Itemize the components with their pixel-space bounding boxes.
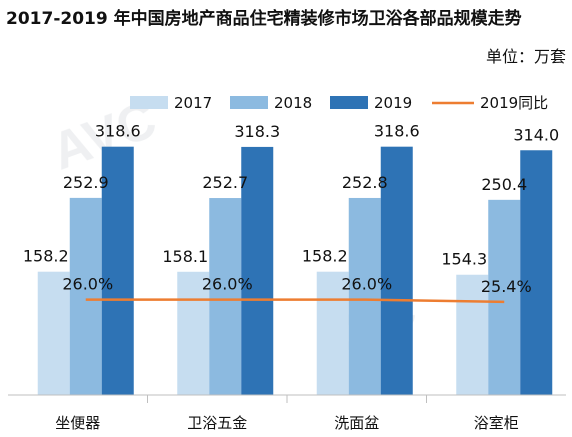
data-label-2018-2: 252.8 bbox=[342, 173, 388, 192]
unit-label: 单位：万套 bbox=[486, 47, 566, 66]
x-tick-label-1: 卫浴五金 bbox=[187, 414, 247, 432]
bar-2019-0 bbox=[101, 146, 134, 395]
x-tick-label-3: 浴室柜 bbox=[474, 414, 519, 432]
data-label-2019-0: 318.6 bbox=[95, 122, 141, 141]
legend-label-2018: 2018 bbox=[274, 94, 312, 112]
legend-swatch-2019 bbox=[330, 96, 368, 109]
bar-2017-2 bbox=[316, 271, 349, 395]
legend: 2017 2018 2019 2019同比 bbox=[130, 94, 548, 112]
data-label-2017-3: 154.3 bbox=[441, 250, 487, 269]
line-series-yoy bbox=[85, 298, 505, 304]
bar-2018-0 bbox=[69, 197, 102, 395]
bar-2019-3 bbox=[520, 150, 553, 395]
data-label-2017-2: 158.2 bbox=[302, 247, 348, 266]
legend-label-yoy: 2019同比 bbox=[480, 94, 548, 112]
data-label-2018-1: 252.7 bbox=[202, 173, 248, 192]
data-label-2017-0: 158.2 bbox=[23, 247, 69, 266]
legend-swatch-2018 bbox=[230, 96, 268, 109]
x-tick-label-2: 洗面盆 bbox=[334, 414, 379, 432]
line-label-3: 25.4% bbox=[481, 277, 532, 296]
line-label-2: 26.0% bbox=[341, 275, 392, 294]
data-label-2019-1: 318.3 bbox=[234, 122, 280, 141]
data-label-2019-3: 314.0 bbox=[513, 125, 559, 144]
data-label-2018-0: 252.9 bbox=[63, 173, 109, 192]
bar-2017-3 bbox=[456, 274, 489, 395]
data-label-2018-3: 250.4 bbox=[481, 175, 527, 194]
bar-2018-2 bbox=[348, 197, 381, 395]
legend-swatch-2017 bbox=[130, 96, 168, 109]
data-label-2017-1: 158.1 bbox=[162, 247, 208, 266]
legend-label-2019: 2019 bbox=[374, 94, 412, 112]
data-label-2019-2: 318.6 bbox=[374, 122, 420, 141]
bar-2018-1 bbox=[209, 198, 242, 395]
bar-2018-3 bbox=[488, 199, 521, 395]
bar-2019-2 bbox=[380, 146, 413, 395]
legend-label-2017: 2017 bbox=[174, 94, 212, 112]
line-label-1: 26.0% bbox=[202, 275, 253, 294]
chart-title: 2017-2019 年中国房地产商品住宅精装修市场卫浴各部品规模走势 bbox=[6, 8, 522, 29]
bar-2019-1 bbox=[241, 146, 274, 395]
line-label-0: 26.0% bbox=[62, 275, 113, 294]
bar-2017-0 bbox=[37, 271, 70, 395]
x-tick-label-0: 坐便器 bbox=[55, 414, 100, 432]
bar-2017-1 bbox=[177, 271, 210, 395]
